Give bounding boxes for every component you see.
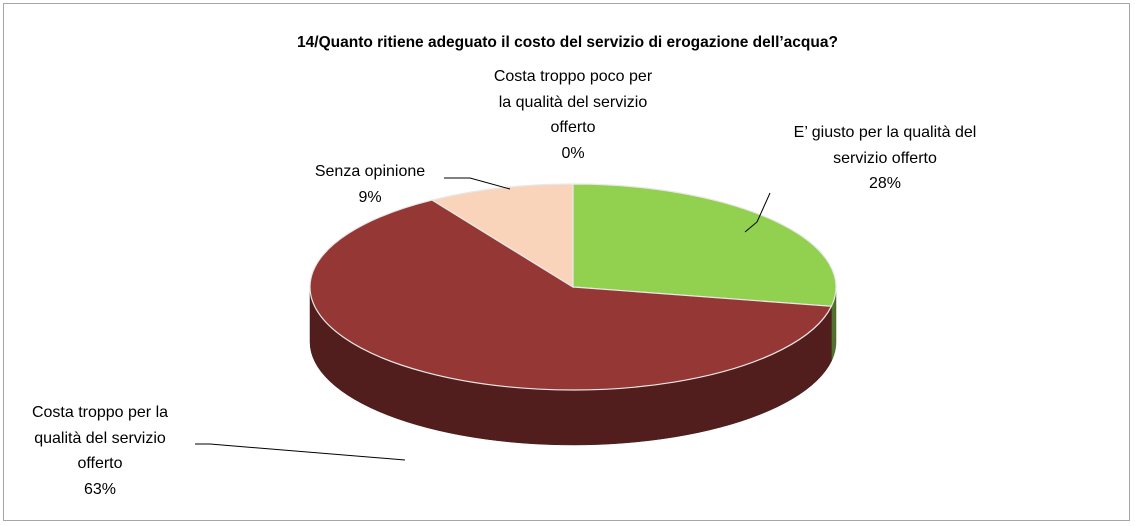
pie-slice — [309, 199, 833, 391]
data-label: Senza opinione 9% — [290, 159, 450, 210]
category-label: Costa troppo poco per la qualità del ser… — [493, 68, 653, 136]
value-label: 63% — [83, 480, 117, 498]
value-label: 9% — [358, 188, 382, 206]
leader-line — [195, 443, 406, 461]
leader-line — [444, 177, 511, 190]
data-label: E’ giusto per la qualità del servizio of… — [790, 120, 980, 197]
leader-line — [744, 192, 771, 233]
pie-slice — [572, 183, 837, 307]
data-label: Costa troppo per la qualità del servizio… — [10, 400, 190, 502]
chart-title: 14/Quanto ritiene adeguato il costo del … — [297, 34, 838, 51]
value-label: 0% — [561, 144, 585, 162]
pie — [309, 183, 837, 446]
category-label: Senza opinione — [314, 163, 426, 180]
category-label: Costa troppo per la qualità del servizio… — [31, 404, 169, 472]
leader-lines — [195, 177, 771, 461]
chart-frame — [3, 3, 1130, 521]
category-label: E’ giusto per la qualità del servizio of… — [793, 124, 977, 167]
value-label: 28% — [868, 175, 902, 192]
data-label: Costa troppo poco per la qualità del ser… — [493, 64, 653, 166]
pie-slice — [430, 183, 574, 289]
